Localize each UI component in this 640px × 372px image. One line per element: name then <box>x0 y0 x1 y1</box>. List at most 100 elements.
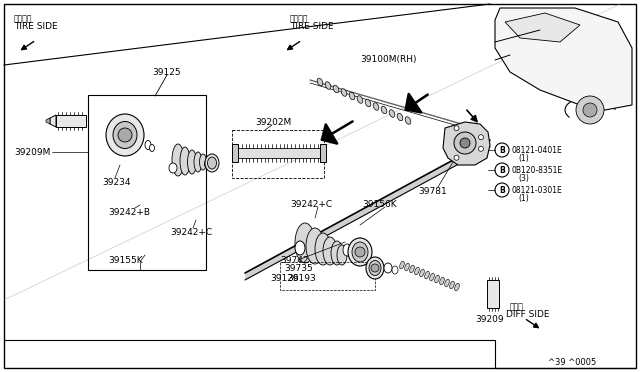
Text: 39242+C: 39242+C <box>290 200 332 209</box>
Text: 39742: 39742 <box>280 256 308 265</box>
Text: 08121-0401E: 08121-0401E <box>512 146 563 155</box>
Text: DIFF SIDE: DIFF SIDE <box>506 310 550 319</box>
Ellipse shape <box>200 154 207 170</box>
Bar <box>88 95 206 270</box>
Circle shape <box>576 96 604 124</box>
Polygon shape <box>232 144 238 162</box>
Text: 39209: 39209 <box>475 315 504 324</box>
Ellipse shape <box>341 89 347 96</box>
Ellipse shape <box>295 223 315 263</box>
Ellipse shape <box>188 150 196 174</box>
Text: 39155K: 39155K <box>108 256 143 265</box>
Text: 39202M: 39202M <box>255 118 291 127</box>
Ellipse shape <box>295 241 305 255</box>
Ellipse shape <box>373 103 379 110</box>
Ellipse shape <box>392 266 398 274</box>
Ellipse shape <box>145 141 151 150</box>
Bar <box>232 130 324 178</box>
Text: TIRE SIDE: TIRE SIDE <box>14 22 58 31</box>
Ellipse shape <box>415 267 419 275</box>
Ellipse shape <box>420 269 424 277</box>
Ellipse shape <box>205 160 209 168</box>
Polygon shape <box>320 144 326 162</box>
Ellipse shape <box>404 263 410 271</box>
Text: TIRE SIDE: TIRE SIDE <box>290 22 333 31</box>
Text: B: B <box>499 145 505 154</box>
Text: 39125: 39125 <box>152 68 180 77</box>
Polygon shape <box>505 13 580 42</box>
Ellipse shape <box>317 78 323 86</box>
Text: デフ側: デフ側 <box>510 302 524 311</box>
Bar <box>487 280 499 308</box>
Polygon shape <box>495 8 632 110</box>
Polygon shape <box>50 115 56 127</box>
Ellipse shape <box>369 260 381 276</box>
Text: (1): (1) <box>518 154 529 163</box>
Circle shape <box>460 138 470 148</box>
Circle shape <box>495 143 509 157</box>
Bar <box>56 115 86 127</box>
Text: 0B120-8351E: 0B120-8351E <box>512 166 563 175</box>
Text: タイヤ側: タイヤ側 <box>290 14 308 23</box>
Polygon shape <box>245 140 490 280</box>
Circle shape <box>454 155 459 160</box>
Text: 39193: 39193 <box>287 274 316 283</box>
Ellipse shape <box>348 238 372 266</box>
Text: B: B <box>499 166 505 174</box>
Ellipse shape <box>429 273 435 281</box>
Ellipse shape <box>366 257 384 279</box>
Ellipse shape <box>207 157 216 169</box>
Circle shape <box>355 247 365 257</box>
Ellipse shape <box>450 281 454 289</box>
Text: 39234: 39234 <box>102 178 131 187</box>
Ellipse shape <box>357 96 363 103</box>
Ellipse shape <box>331 241 343 265</box>
Ellipse shape <box>172 144 184 176</box>
Circle shape <box>371 264 379 272</box>
Text: (3): (3) <box>518 174 529 183</box>
Text: 39100M(RH): 39100M(RH) <box>360 55 417 64</box>
Ellipse shape <box>205 154 219 172</box>
Circle shape <box>583 103 597 117</box>
Ellipse shape <box>113 122 137 148</box>
Text: 39781: 39781 <box>418 187 447 196</box>
Text: 39242+C: 39242+C <box>170 228 212 237</box>
Text: 39735: 39735 <box>284 264 313 273</box>
Circle shape <box>454 126 459 131</box>
Ellipse shape <box>323 237 337 265</box>
Circle shape <box>118 128 132 142</box>
Text: タイヤ側: タイヤ側 <box>14 14 33 23</box>
Text: 39209M: 39209M <box>14 148 51 157</box>
Polygon shape <box>46 118 50 124</box>
Ellipse shape <box>397 113 403 121</box>
Ellipse shape <box>315 233 331 265</box>
Ellipse shape <box>337 245 347 265</box>
Circle shape <box>479 135 483 140</box>
Ellipse shape <box>325 82 331 89</box>
Ellipse shape <box>343 244 351 256</box>
Ellipse shape <box>405 117 411 124</box>
Text: ^39 ^0005: ^39 ^0005 <box>548 358 596 367</box>
Ellipse shape <box>180 147 190 175</box>
Ellipse shape <box>435 275 439 283</box>
Text: (1): (1) <box>518 194 529 203</box>
Ellipse shape <box>194 152 202 172</box>
Ellipse shape <box>381 106 387 114</box>
Ellipse shape <box>399 261 404 269</box>
Ellipse shape <box>169 163 177 173</box>
Ellipse shape <box>365 99 371 107</box>
Ellipse shape <box>352 242 368 262</box>
Text: 39156K: 39156K <box>362 200 397 209</box>
Ellipse shape <box>389 110 395 117</box>
Ellipse shape <box>445 279 449 287</box>
Text: 39126: 39126 <box>270 274 299 283</box>
Ellipse shape <box>384 263 392 273</box>
Circle shape <box>454 132 476 154</box>
Ellipse shape <box>349 92 355 100</box>
Ellipse shape <box>333 85 339 93</box>
Text: 08121-0301E: 08121-0301E <box>512 186 563 195</box>
Ellipse shape <box>410 265 414 273</box>
Polygon shape <box>443 122 490 165</box>
Circle shape <box>495 183 509 197</box>
Polygon shape <box>236 148 322 158</box>
